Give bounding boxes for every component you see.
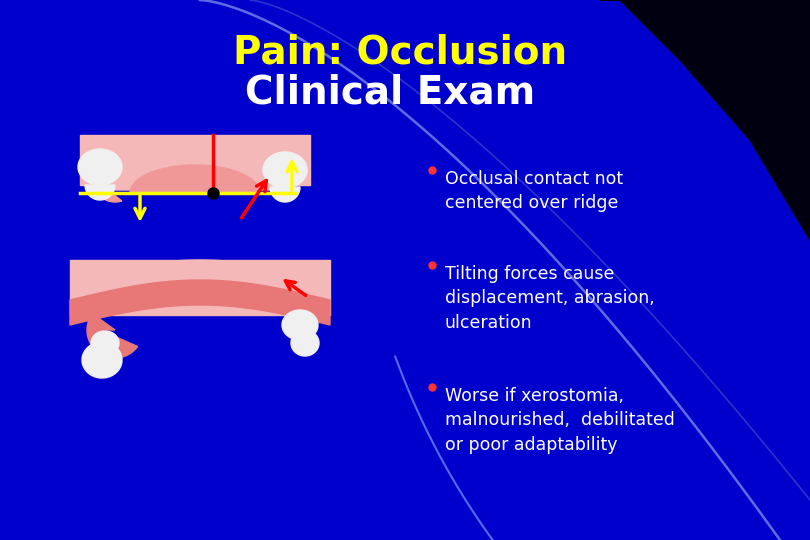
Text: Occlusal contact not
centered over ridge: Occlusal contact not centered over ridge <box>445 170 623 212</box>
Polygon shape <box>80 160 310 193</box>
Polygon shape <box>263 152 307 188</box>
Polygon shape <box>91 331 119 355</box>
Polygon shape <box>90 260 310 295</box>
Text: Pain: Occlusion: Pain: Occlusion <box>233 33 567 71</box>
Polygon shape <box>289 300 315 320</box>
Polygon shape <box>78 149 122 185</box>
Polygon shape <box>70 260 330 315</box>
Text: Worse if xerostomia,
malnourished,  debilitated
or poor adaptability: Worse if xerostomia, malnourished, debil… <box>445 387 675 454</box>
Polygon shape <box>93 180 122 202</box>
Polygon shape <box>270 187 300 202</box>
Polygon shape <box>82 342 122 378</box>
Polygon shape <box>70 280 330 325</box>
Polygon shape <box>85 185 115 200</box>
Polygon shape <box>87 314 138 358</box>
Text: Clinical Exam: Clinical Exam <box>245 73 535 111</box>
Polygon shape <box>600 0 810 240</box>
Polygon shape <box>282 310 318 340</box>
Polygon shape <box>291 330 319 356</box>
Polygon shape <box>105 152 285 190</box>
Polygon shape <box>268 158 297 180</box>
Polygon shape <box>80 135 310 185</box>
Text: Tilting forces cause
displacement, abrasion,
ulceration: Tilting forces cause displacement, abras… <box>445 265 654 332</box>
Polygon shape <box>130 165 260 193</box>
